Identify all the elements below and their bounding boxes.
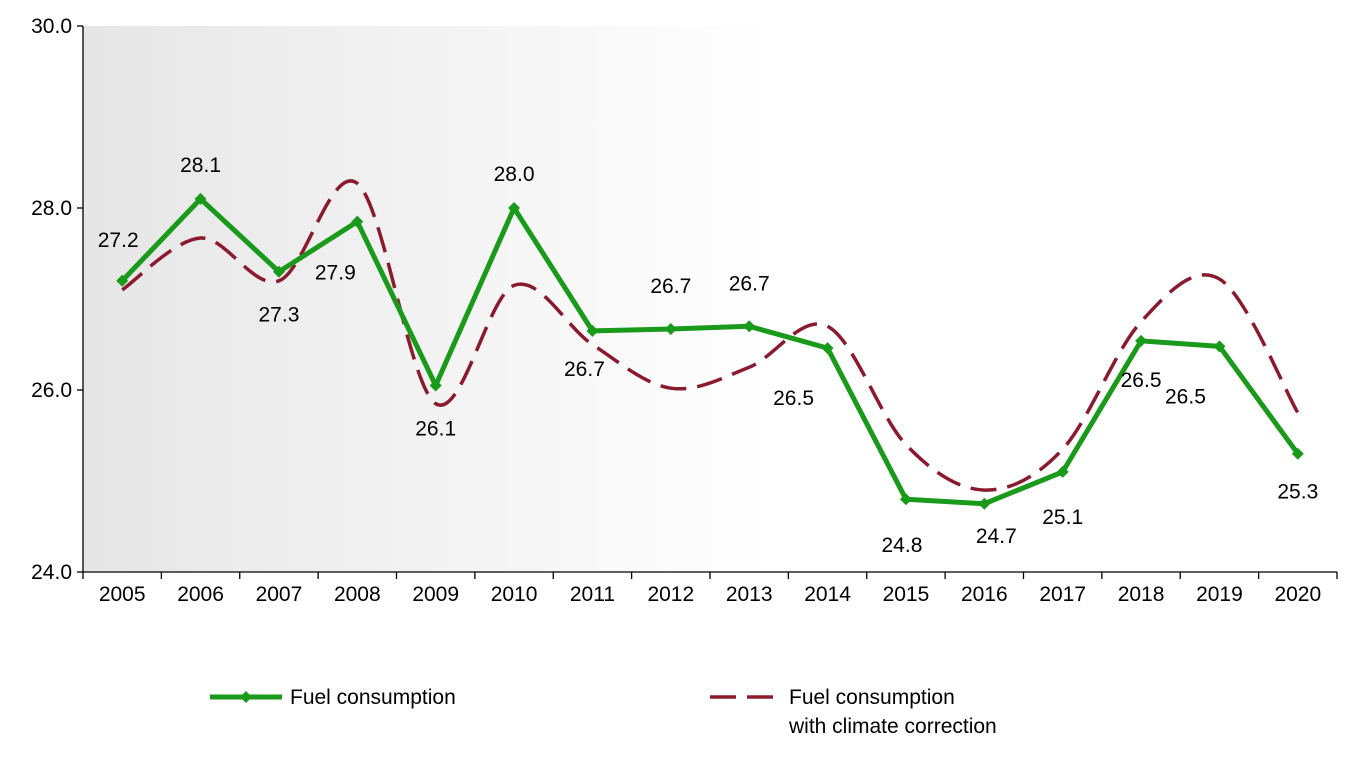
legend-marker-fuel-consumption bbox=[240, 691, 252, 703]
data-point-marker bbox=[1213, 340, 1226, 353]
data-label: 26.5 bbox=[1121, 369, 1162, 392]
x-tick-label: 2014 bbox=[804, 583, 851, 606]
x-tick-label: 2020 bbox=[1274, 583, 1321, 606]
data-label: 28.1 bbox=[180, 154, 221, 177]
series-line-fuel-consumption-climate-corrected bbox=[121, 179, 1300, 492]
legend-label-climate-corrected-line2: with climate correction bbox=[788, 715, 997, 738]
data-label: 26.1 bbox=[415, 417, 456, 440]
data-point-marker bbox=[899, 493, 912, 506]
data-point-marker bbox=[272, 265, 285, 278]
data-point-marker bbox=[586, 324, 599, 337]
x-tick-label: 2005 bbox=[99, 583, 146, 606]
data-point-marker bbox=[194, 192, 207, 205]
data-point-marker bbox=[508, 202, 521, 214]
x-tick-label: 2007 bbox=[256, 583, 303, 606]
x-tick-label: 2008 bbox=[334, 583, 381, 606]
x-tick-label: 2016 bbox=[961, 583, 1008, 606]
plot-area bbox=[83, 26, 1337, 572]
x-tick-label: 2017 bbox=[1039, 583, 1086, 606]
data-point-marker bbox=[1056, 465, 1069, 478]
data-label: 26.7 bbox=[729, 272, 770, 295]
data-point-marker bbox=[116, 274, 129, 287]
x-tick-label: 2018 bbox=[1118, 583, 1165, 606]
data-point-marker bbox=[743, 320, 756, 333]
x-tick-label: 2015 bbox=[883, 583, 930, 606]
data-label: 26.7 bbox=[564, 358, 605, 381]
data-label: 25.3 bbox=[1277, 481, 1318, 504]
legend-label-climate-corrected-line1: Fuel consumption bbox=[789, 686, 955, 709]
series-line-fuel-consumption bbox=[120, 196, 1300, 507]
x-tick-label: 2011 bbox=[570, 583, 615, 606]
data-point-marker bbox=[351, 215, 364, 228]
data-point-marker bbox=[821, 342, 834, 355]
data-label: 28.0 bbox=[494, 163, 535, 186]
data-point-marker bbox=[1135, 334, 1148, 347]
data-label: 26.5 bbox=[773, 387, 814, 410]
data-label: 24.7 bbox=[976, 525, 1017, 548]
data-point-marker bbox=[1291, 447, 1304, 460]
x-tick-label: 2013 bbox=[726, 583, 773, 606]
y-tick-label: 30.0 bbox=[31, 15, 72, 38]
data-label: 24.8 bbox=[882, 534, 923, 557]
data-point-marker bbox=[978, 497, 991, 510]
data-label: 27.2 bbox=[98, 229, 139, 252]
data-label: 25.1 bbox=[1042, 506, 1083, 529]
y-tick-label: 24.0 bbox=[31, 561, 72, 584]
data-label: 26.5 bbox=[1165, 385, 1206, 408]
data-label: 27.3 bbox=[259, 304, 300, 327]
data-point-marker bbox=[429, 379, 442, 392]
x-tick-label: 2012 bbox=[647, 583, 694, 606]
data-label: 26.7 bbox=[650, 275, 691, 298]
y-tick-label: 28.0 bbox=[31, 197, 72, 220]
y-tick-label: 26.0 bbox=[31, 379, 72, 402]
x-tick-label: 2010 bbox=[491, 583, 538, 606]
x-tick-label: 2006 bbox=[177, 583, 224, 606]
data-point-marker bbox=[664, 323, 677, 336]
data-label: 27.9 bbox=[315, 262, 356, 285]
x-tick-label: 2019 bbox=[1196, 583, 1243, 606]
legend-label-fuel-consumption: Fuel consumption bbox=[290, 686, 456, 709]
x-tick-label: 2009 bbox=[412, 583, 459, 606]
